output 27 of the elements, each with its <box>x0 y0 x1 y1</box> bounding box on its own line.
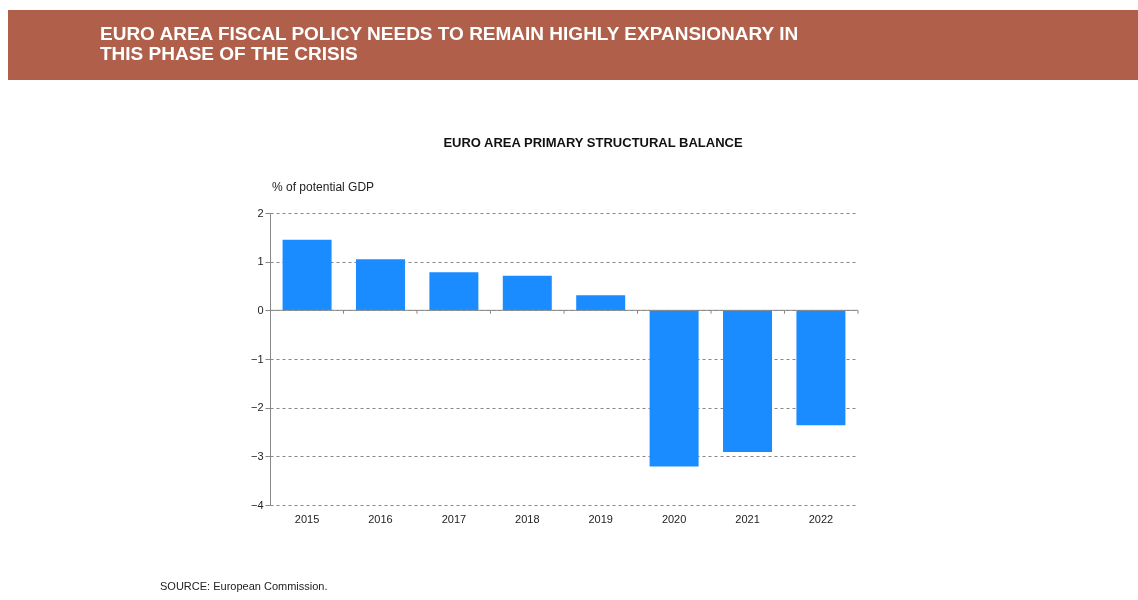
bar <box>723 310 773 452</box>
y-tick-label: −1 <box>250 352 264 365</box>
chart-subtitle: EURO AREA PRIMARY STRUCTURAL BALANCE <box>443 135 743 150</box>
bar <box>355 259 405 311</box>
y-axis-title: % of potential GDP <box>272 180 375 194</box>
bar <box>282 239 332 311</box>
y-tick-label: −2 <box>250 401 264 414</box>
y-tick-label: −4 <box>250 498 264 511</box>
chart-title: EURO AREA FISCAL POLICY NEEDS TO REMAIN HIGHLY EXPANSIONARY IN THIS PHASE OF THE CRISIS <box>100 23 799 64</box>
bar <box>649 310 699 467</box>
bar <box>502 275 552 311</box>
y-tick-label: −3 <box>250 449 264 462</box>
x-tick-label: 2017 <box>441 512 467 525</box>
y-tick-label: 1 <box>257 255 264 268</box>
bar <box>429 272 479 311</box>
x-tick-label: 2019 <box>588 512 613 525</box>
bar <box>576 295 626 311</box>
x-tick-label: 2020 <box>661 512 687 525</box>
x-tick-label: 2018 <box>515 512 540 525</box>
y-tick-label: 0 <box>257 303 264 316</box>
bar <box>796 310 846 426</box>
source-note: SOURCE: European Commission. <box>160 580 328 592</box>
x-tick-label: 2016 <box>368 512 393 525</box>
x-tick-label: 2015 <box>294 512 320 525</box>
x-tick-label: 2021 <box>735 512 760 525</box>
y-tick-label: 2 <box>257 206 264 219</box>
x-tick-label: 2022 <box>808 512 834 525</box>
